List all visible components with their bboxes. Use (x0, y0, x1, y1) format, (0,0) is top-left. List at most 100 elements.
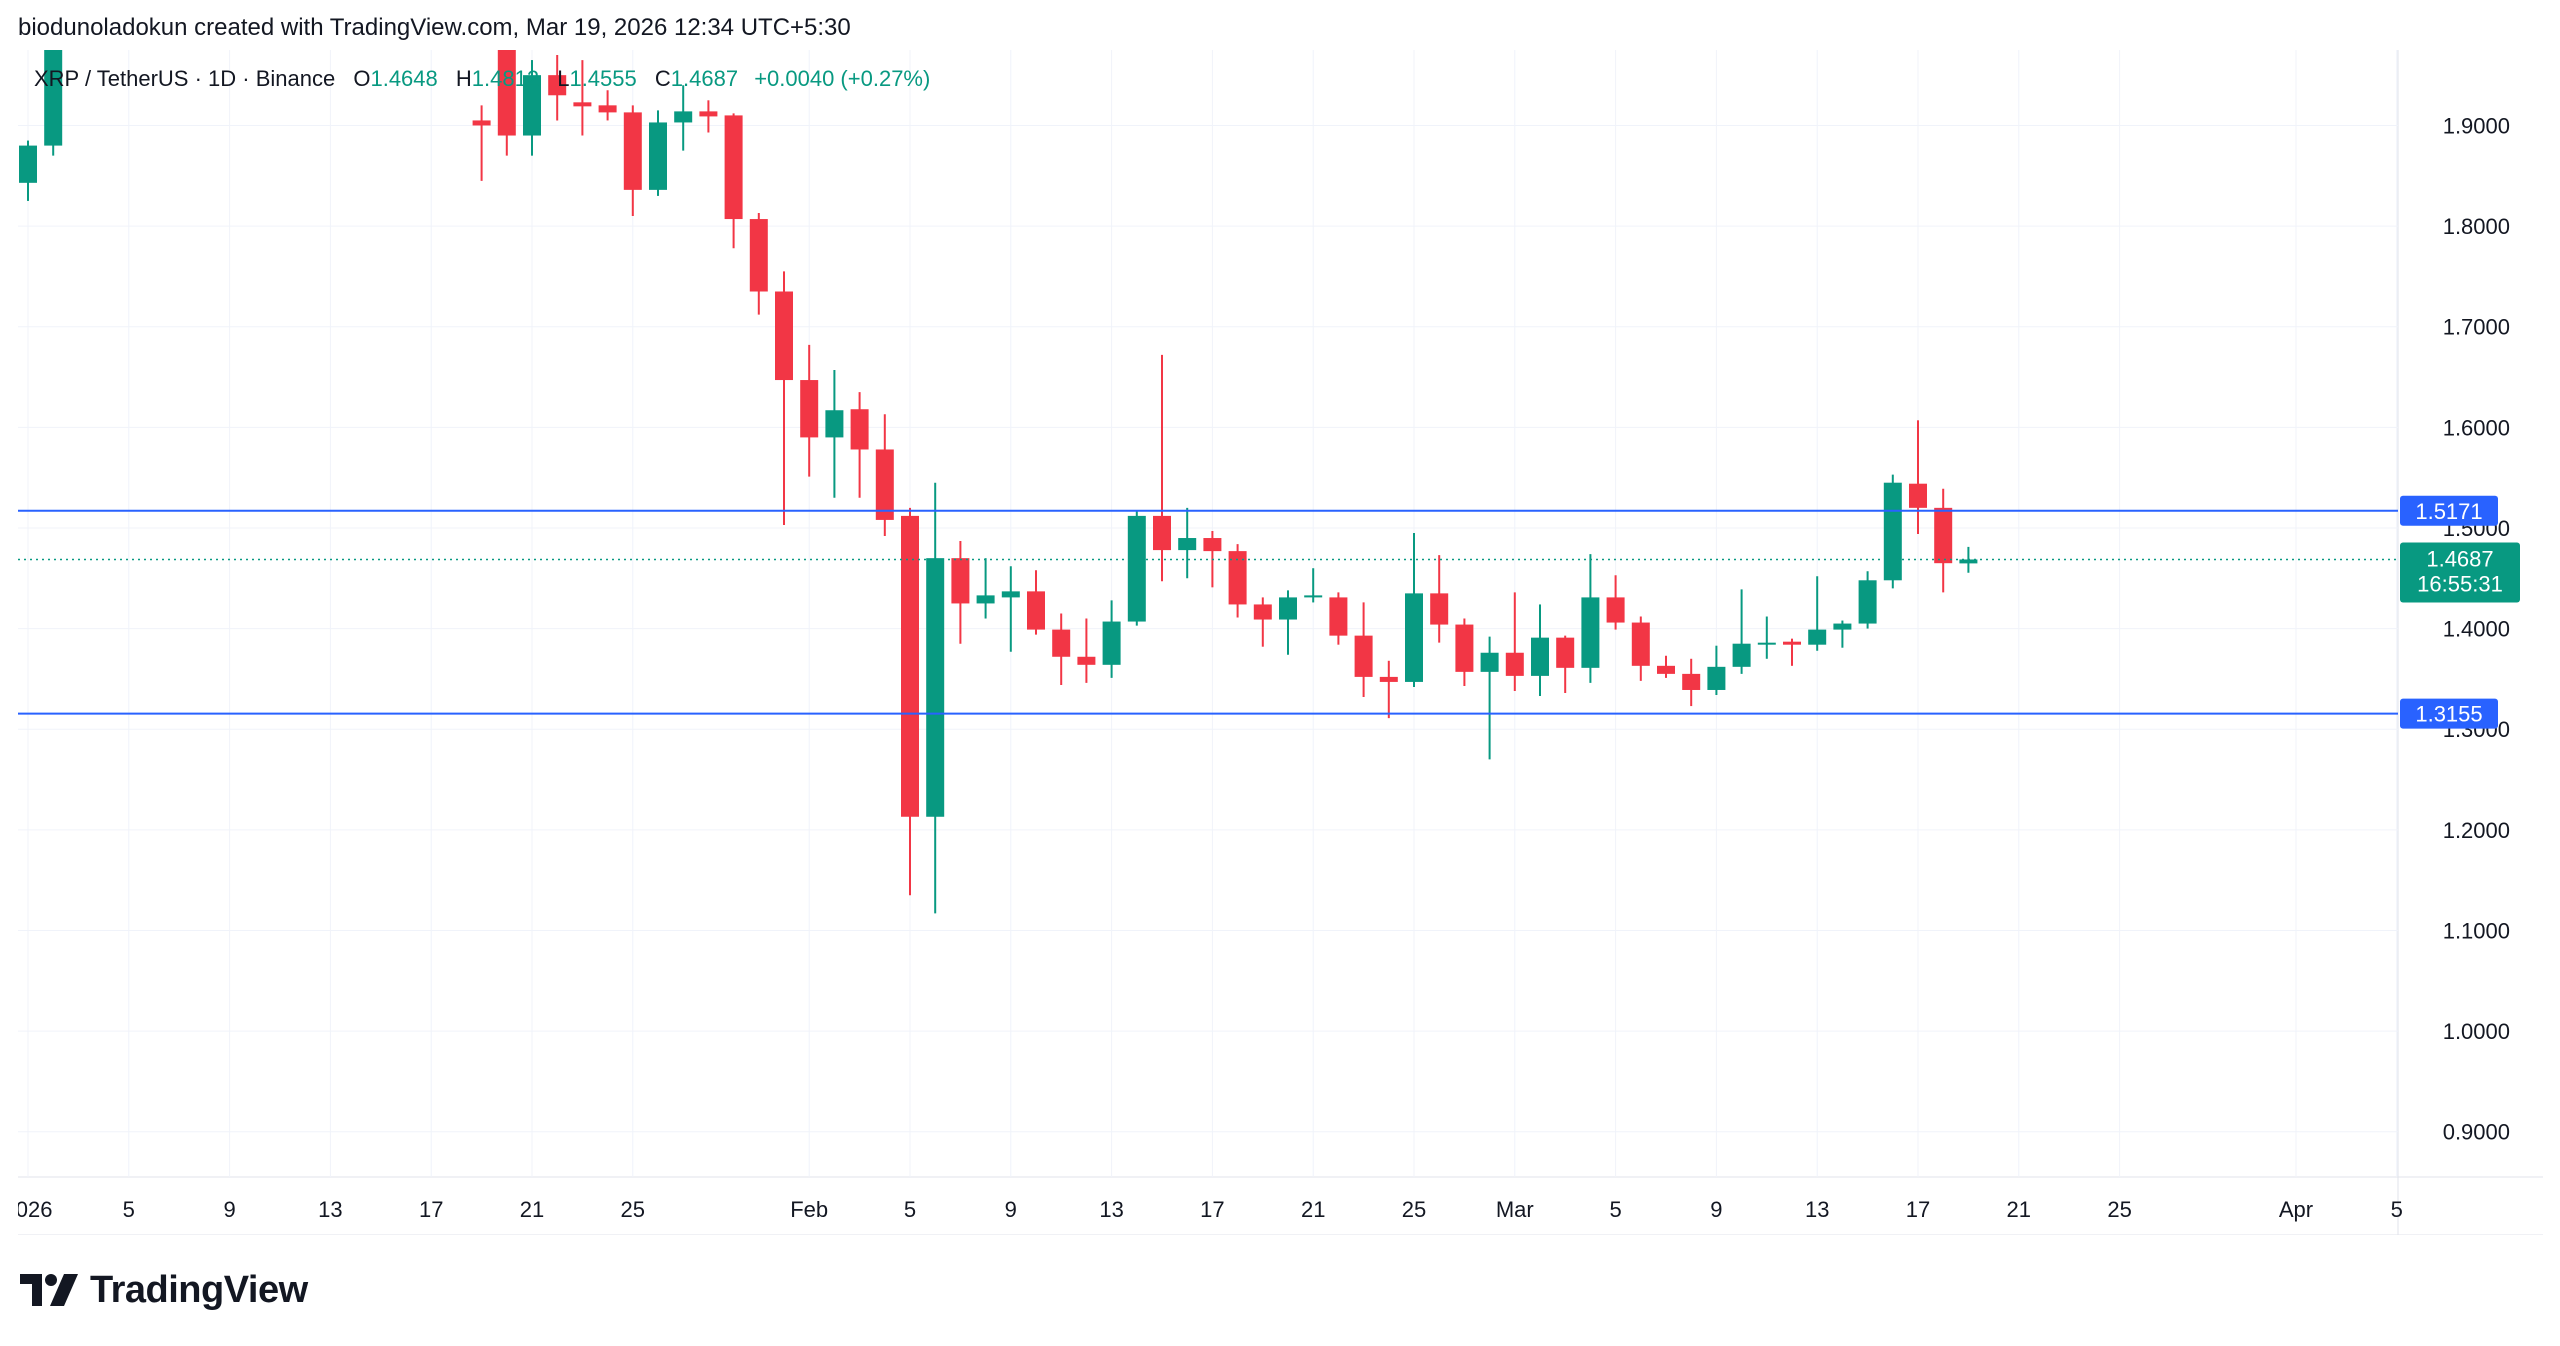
candle-body (1581, 597, 1600, 668)
candle-body (1531, 637, 1549, 676)
date-tick-label: 17 (1200, 1197, 1224, 1222)
candle-body (749, 219, 768, 292)
candle-body (1757, 642, 1776, 645)
candle-body (598, 105, 617, 113)
grid-lines (18, 50, 2398, 1177)
price-tick-label: 1.8000 (2443, 214, 2510, 239)
price-tick-label: 1.9000 (2443, 113, 2510, 138)
candle-body (573, 102, 592, 107)
legend-open-label: O (353, 66, 371, 91)
candlestick-chart[interactable]: 0.90001.00001.10001.20001.30001.40001.50… (4, 50, 2543, 1236)
level-price-label: 1.5171 (2415, 499, 2482, 524)
date-tick-label: 5 (2391, 1197, 2403, 1222)
candle-body (1127, 515, 1146, 622)
candle-body (951, 558, 970, 604)
candle-body (1480, 652, 1499, 672)
candle-body (1203, 538, 1222, 552)
candle-body (1405, 593, 1423, 682)
candle-body (1178, 538, 1197, 551)
date-tick-label: 21 (520, 1197, 544, 1222)
tradingview-logo[interactable]: TradingView (20, 1268, 308, 1312)
candle-body (523, 75, 541, 136)
legend-symbol[interactable]: XRP / TetherUS · 1D · Binance (34, 66, 336, 91)
date-tick-label: 9 (1710, 1197, 1722, 1222)
last-price-tag (2400, 542, 2520, 603)
chart-area[interactable]: 0.9000 1.0000 1.1000 1.2000 1.3000 1.4000 1.50… (4, 50, 2543, 1236)
candle-body (1858, 580, 1877, 624)
candle-body (497, 50, 516, 136)
candle-body (775, 291, 793, 381)
candle-body (901, 515, 919, 817)
level-price-label: 1.3155 (2415, 702, 2482, 727)
date-tick-label: Apr (2279, 1197, 2313, 1222)
candle-body (1027, 591, 1045, 630)
date-tick-label: 5 (1609, 1197, 1621, 1222)
level-price-tag (2400, 495, 2498, 526)
candle-body (850, 409, 869, 450)
candle-body (1556, 637, 1575, 668)
candle-body (472, 120, 491, 126)
candle-body (1631, 622, 1650, 666)
date-tick-label: 13 (1805, 1197, 1829, 1222)
price-tick-label: 0.9000 (2443, 1120, 2510, 1145)
candle-body (674, 111, 693, 123)
legend-high-value: 1.4812 (471, 66, 540, 91)
candle-body (1279, 597, 1297, 620)
legend-change: +0.0040 (+0.27%) (754, 66, 931, 91)
candle-body (875, 449, 894, 520)
candle-body (1833, 623, 1852, 630)
price-tick-label: 1.2000 (2443, 818, 2510, 843)
candle-body (1253, 604, 1272, 620)
candle-body (1732, 643, 1751, 667)
candle-body (1379, 676, 1398, 682)
level-price-tag (2400, 698, 2498, 729)
date-tick-label: 2026 (18, 1197, 52, 1222)
candle-body (1304, 595, 1323, 598)
ohlc-legend: XRP / TetherUS · 1D · Binance O1.4648 H1… (34, 66, 930, 92)
candle-body (1505, 652, 1524, 676)
candle-body (724, 115, 743, 220)
last-price-label: 1.4687 (2426, 546, 2493, 571)
date-tick-label: 13 (318, 1197, 342, 1222)
date-tick-label: 21 (2007, 1197, 2031, 1222)
date-tick-label: 9 (223, 1197, 235, 1222)
date-tick-label: Mar (1496, 1197, 1534, 1222)
candle-body (1430, 593, 1449, 625)
candle-body (1329, 597, 1348, 636)
date-tick-label: 25 (621, 1197, 645, 1222)
candle-body (1228, 551, 1247, 605)
date-tick-label: 5 (904, 1197, 916, 1222)
candle-body (1909, 483, 1927, 508)
date-tick-label: 25 (2107, 1197, 2131, 1222)
candle-body (976, 595, 995, 604)
candle-body (825, 410, 844, 438)
candle-body (1052, 629, 1071, 657)
tradingview-logo-text: TradingView (90, 1268, 308, 1311)
price-tick-label: 1.0000 (2443, 1019, 2510, 1044)
candles-group (19, 50, 1978, 914)
candle-body (1883, 482, 1902, 581)
candle-body (1102, 621, 1121, 665)
date-tick-label: Feb (790, 1197, 828, 1222)
candle-body (44, 50, 63, 146)
candle-body (1455, 624, 1474, 672)
date-tick-label: 25 (1402, 1197, 1426, 1222)
candle-body (1153, 515, 1171, 551)
date-tick-label: 17 (1906, 1197, 1930, 1222)
candle-body (1808, 629, 1827, 645)
candle-body (1959, 559, 1978, 564)
candle-body (1783, 641, 1801, 645)
candle-body (1657, 665, 1675, 674)
candle-body (19, 145, 37, 183)
candle-body (1934, 507, 1953, 564)
price-tick-label: 1.4000 (2443, 617, 2510, 642)
candle-body (1077, 656, 1096, 665)
legend-open-value: 1.4648 (370, 66, 438, 91)
candle-body (1606, 597, 1625, 623)
candle-body (1354, 635, 1373, 677)
candle-body (1707, 666, 1726, 690)
tradingview-logo-icon (20, 1274, 78, 1306)
legend-low-label: L (557, 66, 570, 91)
candle-body (623, 112, 642, 190)
candle-body (649, 122, 667, 190)
